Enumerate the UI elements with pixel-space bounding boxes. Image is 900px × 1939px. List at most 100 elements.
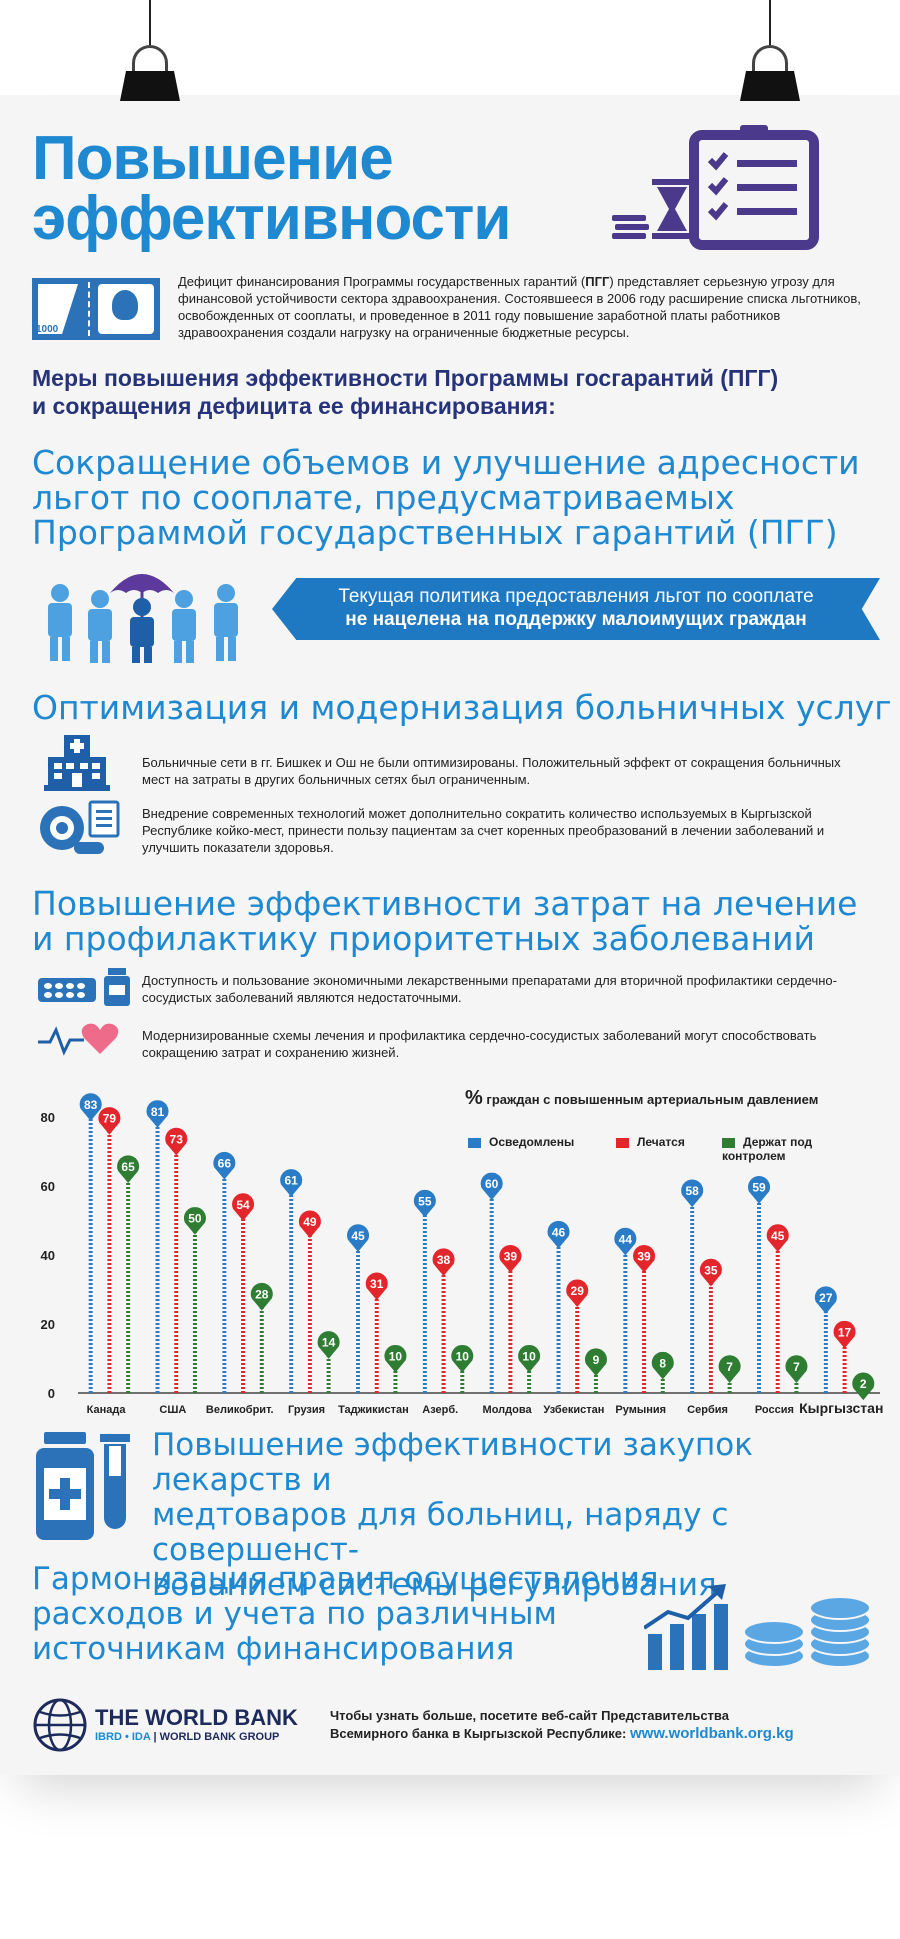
data-label: 10: [456, 1350, 470, 1364]
world-bank-globe-logo: [33, 1698, 87, 1752]
data-point-badge: [614, 1227, 637, 1256]
data-label: 14: [322, 1336, 336, 1350]
data-point-badge: [384, 1344, 407, 1373]
intro-text: Дефицит финансирования Программы государ…: [178, 274, 861, 340]
hanging-wire-left: [149, 0, 151, 45]
x-tick-label: Россия: [755, 1404, 794, 1416]
data-label: 66: [218, 1156, 232, 1170]
data-point-badge: [748, 1176, 771, 1204]
hypertension-chart: 020406080837965Канада817350США665428Вели…: [41, 1093, 883, 1416]
data-point-badge: [651, 1351, 674, 1380]
world-bank-group-label: IBRD • IDA | WORLD BANK GROUP: [95, 1731, 280, 1743]
data-label: 39: [504, 1250, 518, 1264]
x-tick-label: Румыния: [615, 1404, 666, 1416]
data-point-badge: [250, 1282, 273, 1311]
page-title-line1: Повышение: [32, 124, 394, 193]
data-label: 10: [522, 1350, 536, 1364]
data-point-badge: [183, 1207, 206, 1235]
banknote-icon: 1000: [32, 278, 160, 340]
x-tick-label: Узбекистан: [543, 1404, 604, 1416]
measures-heading: Меры повышения эффективности Программы г…: [32, 365, 779, 419]
x-tick-label: Канада: [87, 1404, 127, 1416]
data-point-badge: [518, 1344, 541, 1373]
data-point-badge: [852, 1372, 875, 1401]
hanging-wire-right: [769, 0, 771, 45]
data-label: 83: [84, 1098, 98, 1112]
data-label: 8: [659, 1356, 666, 1370]
data-label: 31: [370, 1277, 384, 1291]
data-point-badge: [165, 1127, 188, 1156]
y-tick-label: 60: [41, 1179, 55, 1194]
footer-cta: Чтобы узнать больше, посетите веб-сайт П…: [330, 1708, 794, 1742]
data-label: 58: [686, 1184, 700, 1198]
x-tick-label: Азерб.: [422, 1404, 458, 1416]
website-link[interactable]: www.worldbank.org.kg: [629, 1725, 794, 1742]
y-tick-label: 0: [48, 1386, 55, 1401]
world-bank-name: THE WORLD BANK: [95, 1705, 298, 1730]
x-tick-label: Сербия: [687, 1404, 728, 1416]
data-label: 9: [593, 1353, 600, 1367]
medical-scan-icon: [40, 800, 120, 854]
data-label: 59: [752, 1181, 766, 1195]
data-point-badge: [298, 1210, 321, 1239]
people-umbrella-icon: [48, 574, 238, 663]
data-point-badge: [79, 1093, 102, 1121]
data-point-badge: [432, 1248, 455, 1277]
legend-treated: Лечатся: [616, 1135, 685, 1149]
cvd-treatment-text: Модернизированные схемы лечения и профил…: [142, 1028, 817, 1060]
data-point-badge: [413, 1189, 436, 1218]
data-point-badge: [766, 1224, 789, 1252]
data-label: 49: [303, 1215, 317, 1229]
data-label: 35: [704, 1263, 718, 1277]
data-label: 45: [351, 1229, 365, 1243]
data-label: 61: [285, 1174, 299, 1188]
data-point-badge: [317, 1331, 340, 1359]
data-point-badge: [547, 1220, 570, 1249]
banknote-value: 1000: [36, 324, 59, 335]
data-point-badge: [785, 1355, 808, 1383]
poster: [0, 95, 900, 1775]
data-label: 73: [170, 1132, 184, 1146]
data-point-badge: [699, 1258, 722, 1287]
data-label: 81: [151, 1105, 165, 1119]
data-point-badge: [584, 1348, 607, 1376]
x-tick-label: Грузия: [288, 1404, 325, 1416]
data-point-badge: [566, 1279, 589, 1308]
medicine-jar-tube-icon: [36, 1432, 130, 1540]
data-label: 65: [121, 1160, 135, 1174]
data-point-badge: [633, 1244, 656, 1273]
x-tick-label: Молдова: [483, 1404, 533, 1416]
data-point-badge: [718, 1355, 741, 1383]
data-point-badge: [451, 1344, 474, 1373]
data-point-badge: [347, 1224, 370, 1252]
x-tick-label: США: [159, 1404, 186, 1416]
data-label: 7: [726, 1360, 733, 1374]
data-point-badge: [232, 1193, 255, 1221]
data-point-badge: [681, 1179, 704, 1208]
data-label: 28: [255, 1287, 269, 1301]
data-point-badge: [833, 1320, 856, 1349]
chart-title: % граждан с повышенным артериальным давл…: [465, 1087, 819, 1109]
data-label: 55: [418, 1194, 432, 1208]
data-label: 17: [838, 1325, 852, 1339]
growth-chart-coins-icon: [644, 1584, 871, 1670]
data-label: 39: [637, 1250, 651, 1264]
data-label: 79: [103, 1112, 117, 1126]
y-tick-label: 40: [41, 1248, 55, 1263]
data-point-badge: [117, 1155, 140, 1183]
page-title-line2: эффективности: [32, 184, 511, 253]
data-point-badge: [98, 1107, 121, 1135]
data-label: 60: [485, 1177, 499, 1191]
section-heading-cost-efficiency: Повышение эффективности затрат на лечени…: [32, 884, 858, 958]
data-label: 45: [771, 1229, 785, 1243]
pills-bottle-icon: [38, 968, 130, 1006]
data-point-badge: [146, 1100, 169, 1128]
section-heading-hospitals: Оптимизация и модернизация больничных ус…: [32, 688, 892, 727]
legend-controlled: Держат под контролем: [722, 1135, 813, 1163]
data-label: 54: [236, 1198, 250, 1212]
legend-aware: Осведомлены: [468, 1135, 574, 1149]
data-label: 29: [571, 1284, 585, 1298]
y-tick-label: 20: [41, 1317, 55, 1332]
section-heading-harmonization: Гармонизация правил осуществления расход…: [32, 1561, 659, 1667]
heart-pulse-icon: [38, 1023, 119, 1056]
